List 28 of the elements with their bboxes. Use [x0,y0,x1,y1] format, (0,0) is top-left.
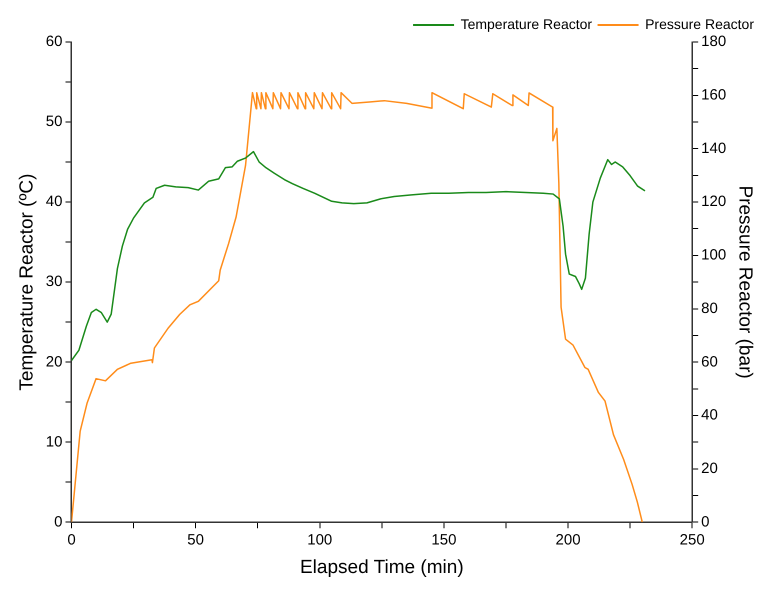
y-tick-label: 40 [46,193,62,210]
x-tick-label: 50 [187,531,204,548]
legend-label: Temperature Reactor [460,16,592,32]
x-tick-label: 0 [67,531,76,548]
y-tick-label: 50 [46,113,62,130]
y2-tick-label: 160 [701,86,726,104]
x-tick-label: 100 [307,531,332,548]
y-tick-label: 60 [46,33,62,50]
y2-tick-label: 60 [701,353,718,370]
y2-tick-label: 120 [701,193,726,210]
y2-tick-label: 100 [701,246,726,264]
x-tick-label: 200 [556,531,581,548]
y-tick-label: 10 [46,433,62,450]
y2-tick-label: 20 [701,460,718,477]
x-tick-label: 250 [680,531,705,548]
y2-tick-label: 0 [701,513,710,530]
y2-tick-label: 40 [701,406,718,424]
y2-tick-label: 140 [701,140,726,157]
y-axis-title: Temperature Reactor (ºC) [16,174,38,391]
x-axis-title: Elapsed Time (min) [300,556,464,578]
y-tick-label: 0 [54,513,62,530]
y2-tick-label: 180 [701,33,726,50]
y-tick-label: 20 [46,353,62,370]
y-tick-label: 30 [46,273,62,290]
legend-label: Pressure Reactor [645,16,754,32]
x-tick-label: 150 [431,531,456,548]
y2-axis-title: Pressure Reactor (bar) [734,185,756,379]
y2-tick-label: 80 [701,300,718,317]
